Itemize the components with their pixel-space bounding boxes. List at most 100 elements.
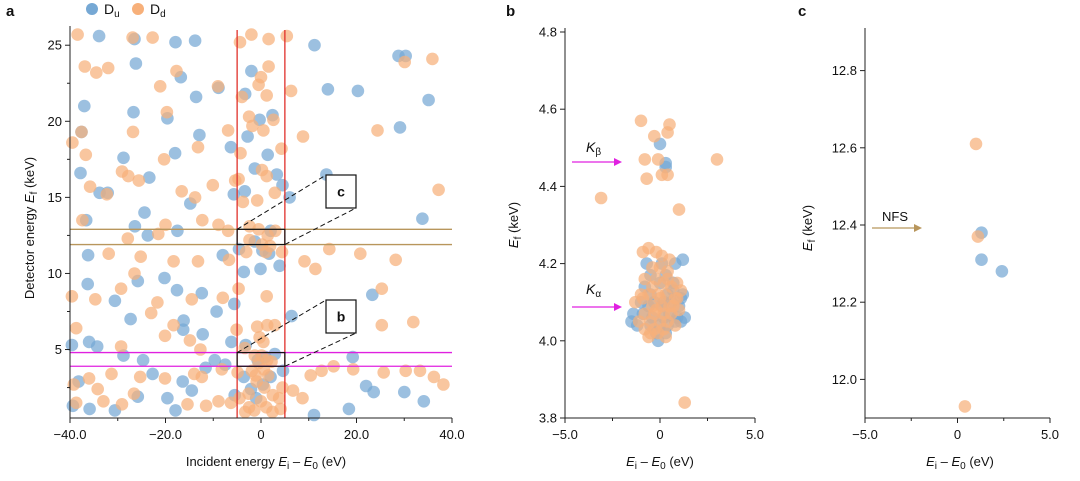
panel-a-point-dd-120: [105, 367, 118, 381]
panel-b-point-dd-56: [646, 280, 659, 294]
panel-a-point-du-67: [124, 312, 137, 326]
panel-a-point-du-59: [170, 283, 184, 297]
panel-a-point-du-31: [74, 166, 87, 180]
panel-a-point-dd-45: [228, 174, 242, 187]
panel-a-zoom-dash-c-top: [236, 174, 327, 230]
panel-a-point-du-9: [189, 90, 203, 104]
panel-a-point-du-97: [161, 391, 174, 405]
panel-a-point-dd-96: [268, 318, 282, 332]
panel-a-point-du-63: [210, 305, 223, 318]
panel-a-points: [65, 28, 450, 422]
panel-a-point-dd-99: [183, 334, 197, 347]
panel-a-point-dd-104: [114, 340, 128, 353]
panel-b-xlabel: Ei – E0 (eV): [626, 454, 694, 472]
panel-a-point-dd-90: [114, 282, 128, 296]
panel-c-ytick-label-4: 12.8: [832, 63, 857, 78]
panel-c-xlabel: Ei – E0 (eV): [926, 454, 994, 472]
panel-b-ytick-label-2: 4.2: [539, 256, 557, 271]
kalpha-arrowhead: [614, 303, 622, 311]
panel-a-point-du-103: [417, 395, 431, 408]
panel-a-point-du-6: [245, 64, 258, 78]
panel-a-point-dd-122: [67, 378, 81, 391]
panel-a-point-dd-23: [267, 113, 280, 127]
panel-a-point-dd-145: [427, 370, 441, 384]
panel-a-point-dd-10: [170, 64, 183, 78]
panel-a-ytick-label-0: 5: [55, 342, 62, 357]
panel-a-point-dd-101: [257, 335, 270, 349]
panel-a-point-du-101: [185, 384, 199, 397]
panel-c-point-du-1: [975, 253, 988, 266]
panel-b-point-dd-5: [638, 153, 652, 166]
panel-a-point-du-22: [193, 128, 206, 142]
panel-c-points: [958, 137, 1009, 413]
panel-a-point-dd-5: [71, 28, 84, 41]
legend-du-label: Du: [104, 1, 120, 20]
panel-a-point-du-12: [351, 84, 365, 98]
panel-b-label: b: [506, 3, 515, 20]
panel-a-point-dd-70: [191, 254, 205, 268]
panel-a-callout-box-b: [325, 299, 357, 334]
panel-a-point-du-4: [308, 38, 321, 52]
panel-a-point-du-71: [65, 338, 79, 352]
panel-a-ytick-label-1: 10: [48, 266, 62, 281]
panel-b-point-dd-15: [636, 245, 650, 259]
panel-a-point-dd-20: [284, 84, 298, 98]
panel-c-point-dd-2: [958, 400, 972, 413]
panel-a-point-dd-115: [215, 363, 229, 376]
panel-b-chart: −5.0 0 5.0 3.8 4.0 4.2 4.4 4.6 4.8 Kβ Kα Ei – E0…: [506, 25, 764, 473]
panel-a-point-du-14: [127, 105, 140, 119]
panel-a-point-dd-16: [153, 80, 167, 93]
panel-a-point-dd-151: [199, 399, 213, 413]
panel-a-point-dd-69: [167, 254, 180, 268]
panel-a-point-dd-144: [413, 364, 427, 378]
panel-c-ylabel: Ef (keV): [800, 205, 818, 251]
panel-a-point-dd-3: [262, 32, 275, 46]
panel-a-ytick-label-3: 20: [48, 114, 62, 129]
panel-a-point-dd-2: [146, 31, 159, 44]
panel-b-point-dd-9: [640, 172, 653, 185]
panel-a-point-dd-39: [260, 169, 274, 183]
legend-dd-label: Dd: [150, 1, 166, 20]
panel-a-point-dd-50: [206, 178, 220, 192]
panel-a-xtick-label-0: −40.0: [54, 427, 87, 442]
panel-a-zoom-dash-c-bottom: [284, 207, 357, 245]
panel-a-point-dd-97: [69, 321, 83, 335]
panel-a-point-dd-31: [191, 140, 205, 154]
panel-a-point-dd-154: [276, 381, 289, 394]
panel-a-point-dd-21: [160, 105, 174, 119]
panel-a-point-dd-139: [315, 364, 328, 378]
panel-a-point-dd-103: [407, 315, 420, 329]
panel-a-point-dd-54: [76, 213, 89, 227]
panel-a-point-dd-72: [239, 245, 253, 259]
panel-a-point-du-28: [261, 148, 275, 162]
panel-a-point-du-98: [169, 404, 182, 417]
panel-a-point-dd-8: [426, 52, 439, 66]
panel-a-point-du-89: [367, 385, 381, 399]
panel-a-ytick-label-4: 25: [48, 38, 62, 53]
panel-a-point-dd-80: [221, 224, 235, 238]
panel-a-point-dd-150: [181, 398, 194, 411]
panel-a-point-dd-18: [235, 90, 249, 104]
panel-a-point-dd-118: [158, 372, 172, 385]
panel-a-point-dd-19: [260, 89, 274, 102]
nfs-label: NFS: [882, 209, 908, 224]
panel-c-ytick-label-2: 12.4: [832, 218, 857, 233]
panel-a-point-dd-67: [102, 247, 115, 260]
panel-a-point-dd-130: [272, 391, 286, 405]
panel-a-point-dd-14: [78, 60, 92, 73]
panel-a-point-dd-155: [242, 401, 256, 414]
panel-a-point-du-2: [169, 35, 182, 49]
panel-a-point-dd-13: [252, 78, 265, 92]
panel-a-point-dd-85: [185, 293, 199, 306]
panel-a-point-dd-66: [261, 229, 275, 242]
panel-a-point-dd-87: [232, 282, 245, 296]
panel-a-point-dd-74: [275, 245, 289, 259]
panel-b-point-dd-3: [648, 129, 661, 143]
panel-a-point-dd-142: [377, 366, 391, 379]
panel-b-ytick-label-1: 4.0: [539, 333, 557, 348]
panel-a-point-du-57: [81, 277, 94, 291]
panel-a-point-du-34: [238, 185, 252, 198]
panel-b-point-dd-4: [651, 153, 665, 166]
panel-a-point-dd-89: [375, 282, 389, 296]
